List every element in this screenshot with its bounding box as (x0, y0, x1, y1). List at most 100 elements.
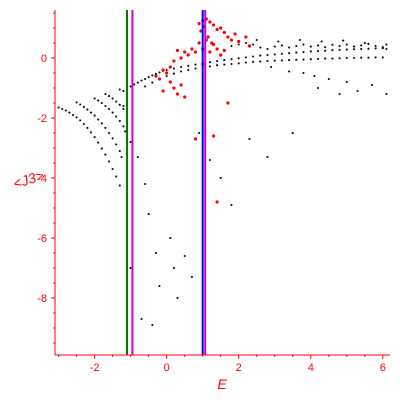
data-point (309, 50, 312, 53)
data-point (79, 103, 82, 106)
data-point (226, 35, 230, 39)
x-tick-label: -2 (90, 362, 100, 374)
data-point (374, 47, 377, 50)
data-point (172, 72, 175, 75)
data-point (277, 40, 280, 43)
data-point (122, 104, 125, 108)
data-point (211, 23, 216, 27)
data-point (104, 104, 107, 108)
data-point (356, 89, 359, 93)
data-point (295, 51, 298, 54)
data-point (252, 60, 255, 63)
data-point (82, 122, 85, 126)
data-point (316, 50, 320, 53)
data-point (154, 72, 157, 75)
data-point (244, 56, 247, 59)
data-point (385, 92, 388, 96)
data-point (183, 254, 186, 258)
data-point (247, 44, 252, 48)
data-point (129, 85, 132, 88)
data-point (75, 116, 78, 119)
data-point (215, 47, 219, 51)
data-point (115, 100, 118, 103)
data-point (222, 30, 226, 35)
data-point (154, 251, 157, 255)
data-point (266, 59, 269, 63)
data-point (118, 149, 121, 153)
data-point (374, 44, 377, 48)
data-point (327, 77, 330, 81)
data-point (100, 147, 103, 150)
data-point (244, 41, 247, 45)
data-point (124, 130, 127, 133)
data-point (158, 71, 161, 74)
data-point (208, 158, 211, 162)
data-point (89, 131, 93, 134)
data-point (111, 137, 114, 140)
data-point (57, 106, 60, 109)
data-point (288, 52, 291, 55)
data-point (107, 160, 111, 163)
data-point (252, 43, 255, 46)
data-point (360, 44, 363, 47)
data-point (363, 41, 366, 45)
data-points (57, 17, 388, 327)
data-point (248, 137, 251, 141)
data-point (367, 47, 370, 50)
data-point (230, 62, 233, 66)
data-point (244, 35, 248, 39)
data-point (266, 53, 269, 57)
data-point (186, 53, 190, 57)
data-point (118, 103, 121, 106)
data-point (97, 141, 100, 144)
data-point (154, 74, 158, 78)
data-point (331, 43, 334, 46)
data-point (338, 44, 341, 48)
data-point (168, 80, 172, 84)
data-point (302, 50, 305, 54)
x-tick-label: 2 (236, 362, 242, 374)
data-point (288, 59, 291, 62)
data-point (206, 35, 210, 39)
data-point (219, 53, 223, 57)
data-point (223, 63, 226, 66)
data-point (331, 49, 334, 52)
data-point (86, 108, 89, 111)
data-point (370, 83, 374, 87)
data-point (222, 48, 226, 53)
data-point (309, 45, 312, 48)
data-point (345, 56, 348, 60)
x-tick-label: 6 (380, 362, 386, 374)
data-point (385, 47, 388, 51)
data-point (210, 41, 214, 45)
data-point (172, 59, 176, 63)
data-point (147, 212, 150, 216)
y-axis-label: <J3> (11, 167, 46, 192)
data-point (140, 79, 143, 82)
data-point (157, 77, 162, 81)
data-point (136, 81, 139, 84)
data-point (237, 62, 240, 65)
data-point (100, 122, 103, 125)
data-point (107, 107, 111, 111)
data-point (187, 64, 190, 67)
data-point (107, 131, 111, 135)
data-point (111, 111, 114, 114)
data-point (211, 134, 216, 138)
data-point (381, 56, 384, 59)
data-point (86, 126, 89, 129)
data-point (115, 143, 118, 146)
data-point (97, 118, 100, 121)
data-point (144, 77, 147, 81)
data-point (197, 21, 201, 26)
data-point (219, 176, 222, 180)
data-point (120, 155, 123, 159)
data-point (252, 55, 255, 58)
data-point (208, 20, 212, 24)
data-point (115, 175, 118, 178)
data-point (320, 40, 323, 43)
data-point (255, 38, 258, 42)
data-point (338, 48, 341, 51)
data-point (144, 85, 147, 88)
